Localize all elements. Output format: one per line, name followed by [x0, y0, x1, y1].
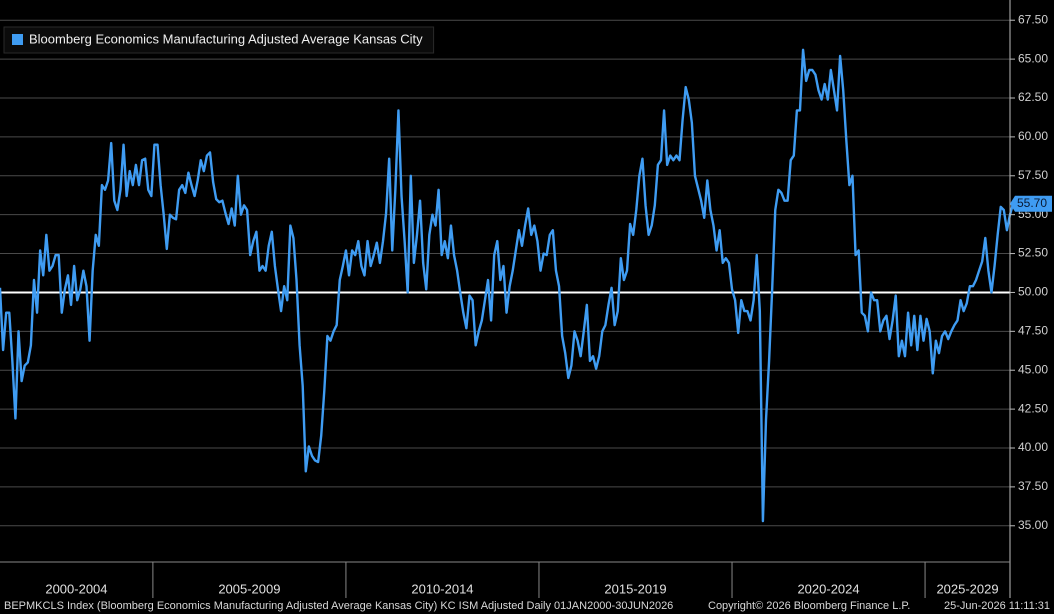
y-tick-label: 52.50	[1018, 246, 1048, 260]
legend-box	[3, 26, 435, 54]
y-tick-label: 65.00	[1018, 51, 1048, 65]
y-tick-label: 35.00	[1018, 518, 1048, 532]
data-line	[0, 48, 1015, 523]
y-tick-label: 42.50	[1018, 401, 1048, 415]
footer-source: BEPMKCLS Index (Bloomberg Economics Manu…	[4, 600, 673, 612]
axis: 35.00 37.50 40.00 42.50 45.00 47.50 50.00 52.50…	[0, 0, 1052, 598]
y-tick-label: 47.50	[1018, 324, 1048, 338]
footer-timestamp: 25-Jun-2026 11:11:31	[944, 600, 1050, 612]
y-tick-label: 40.00	[1018, 440, 1048, 454]
legend: Bloomberg Economics Manufacturing Adjust…	[3, 26, 435, 54]
last-value-tag	[1010, 195, 1052, 212]
y-tick-label: 67.50	[1018, 12, 1048, 26]
y-tick-label: 60.00	[1018, 129, 1048, 143]
y-tick-label: 62.50	[1018, 90, 1048, 104]
footer-copyright: Copyright© 2026 Bloomberg Finance L.P.	[708, 600, 910, 612]
x-period-label: 2005-2009	[218, 581, 280, 596]
legend-label: Bloomberg Economics Manufacturing Adjust…	[29, 31, 423, 46]
plot	[0, 48, 1015, 523]
y-tick-label: 50.00	[1018, 285, 1048, 299]
x-period-label: 2000-2004	[45, 581, 107, 596]
legend-swatch	[12, 34, 23, 45]
x-period-label: 2025-2029	[936, 581, 998, 596]
x-period-label: 2020-2024	[797, 581, 859, 596]
y-tick-label: 57.50	[1018, 168, 1048, 182]
x-period-label: 2015-2019	[604, 581, 666, 596]
y-tick-label: 45.00	[1018, 362, 1048, 376]
y-tick-label: 37.50	[1018, 479, 1048, 493]
x-period-label: 2010-2014	[411, 581, 473, 596]
last-value-label: 55.70	[1017, 196, 1047, 210]
